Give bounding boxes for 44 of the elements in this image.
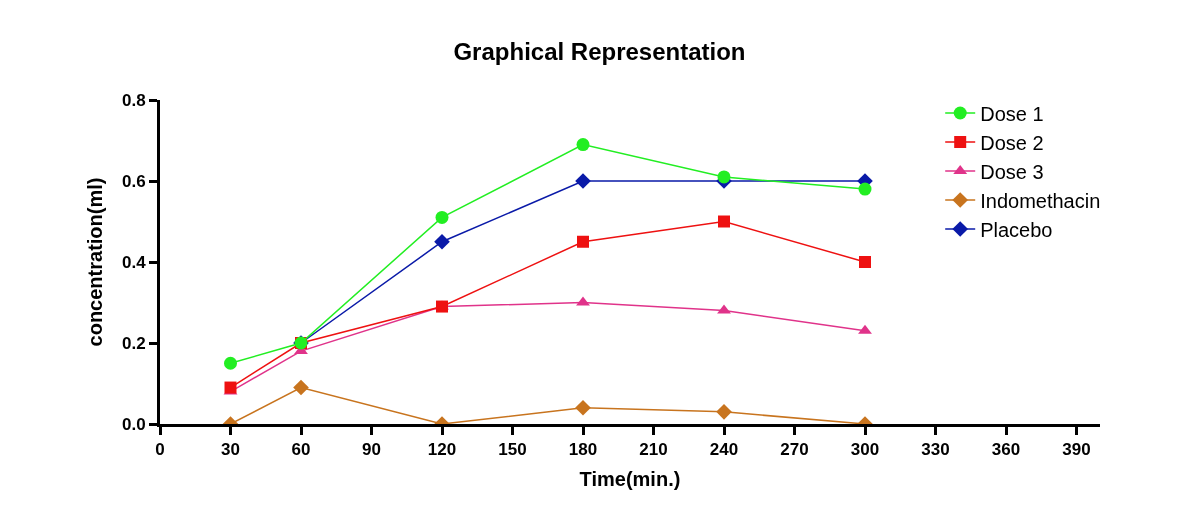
point	[858, 182, 872, 196]
x-tick-label: 360	[991, 440, 1021, 460]
point	[858, 324, 872, 334]
y-tick-label: 0.4	[121, 252, 147, 272]
x-tick-label: 180	[568, 440, 598, 460]
point	[434, 233, 450, 250]
point	[717, 170, 731, 184]
legend-label: Dose 1	[980, 102, 1044, 125]
y-tick-label: 0.0	[121, 414, 146, 434]
y-tick-label: 0.6	[121, 171, 146, 191]
x-tick-label: 390	[1062, 440, 1091, 460]
legend-label: Indomethacin	[980, 189, 1101, 212]
point	[575, 173, 591, 189]
y-tick-label: 0.8	[121, 90, 146, 110]
legend-label: Dose 2	[980, 131, 1044, 154]
x-tick-label: 60	[291, 440, 311, 460]
point	[224, 356, 237, 370]
point	[435, 210, 449, 224]
x-tick-label: 150	[498, 440, 527, 460]
x-tick-label: 270	[780, 440, 809, 460]
x-tick-label: 330	[921, 440, 950, 460]
point	[575, 400, 591, 416]
x-tick-label: 210	[639, 440, 668, 460]
point	[576, 296, 590, 306]
chart-title: Graphical Representation	[453, 38, 746, 66]
x-tick-label: 30	[221, 440, 240, 460]
point	[576, 138, 590, 152]
point	[224, 381, 237, 394]
point	[293, 379, 309, 396]
legend-label: Dose 3	[980, 160, 1044, 183]
x-tick-label: 120	[427, 440, 457, 460]
x-tick-label: 90	[362, 440, 381, 460]
point	[718, 215, 730, 228]
point	[577, 235, 589, 248]
legend-label: Placebo	[980, 218, 1053, 241]
x-tick-label: 240	[709, 440, 739, 460]
point	[717, 304, 731, 314]
y-tick-label: 0.2	[121, 333, 146, 353]
x-tick-label: 300	[850, 440, 880, 460]
x-axis-title: Time(min.)	[579, 467, 681, 490]
point	[716, 404, 732, 420]
y-axis-title: concentration(ml)	[84, 177, 107, 347]
x-tick-label: 0	[155, 440, 165, 460]
point	[859, 256, 871, 268]
